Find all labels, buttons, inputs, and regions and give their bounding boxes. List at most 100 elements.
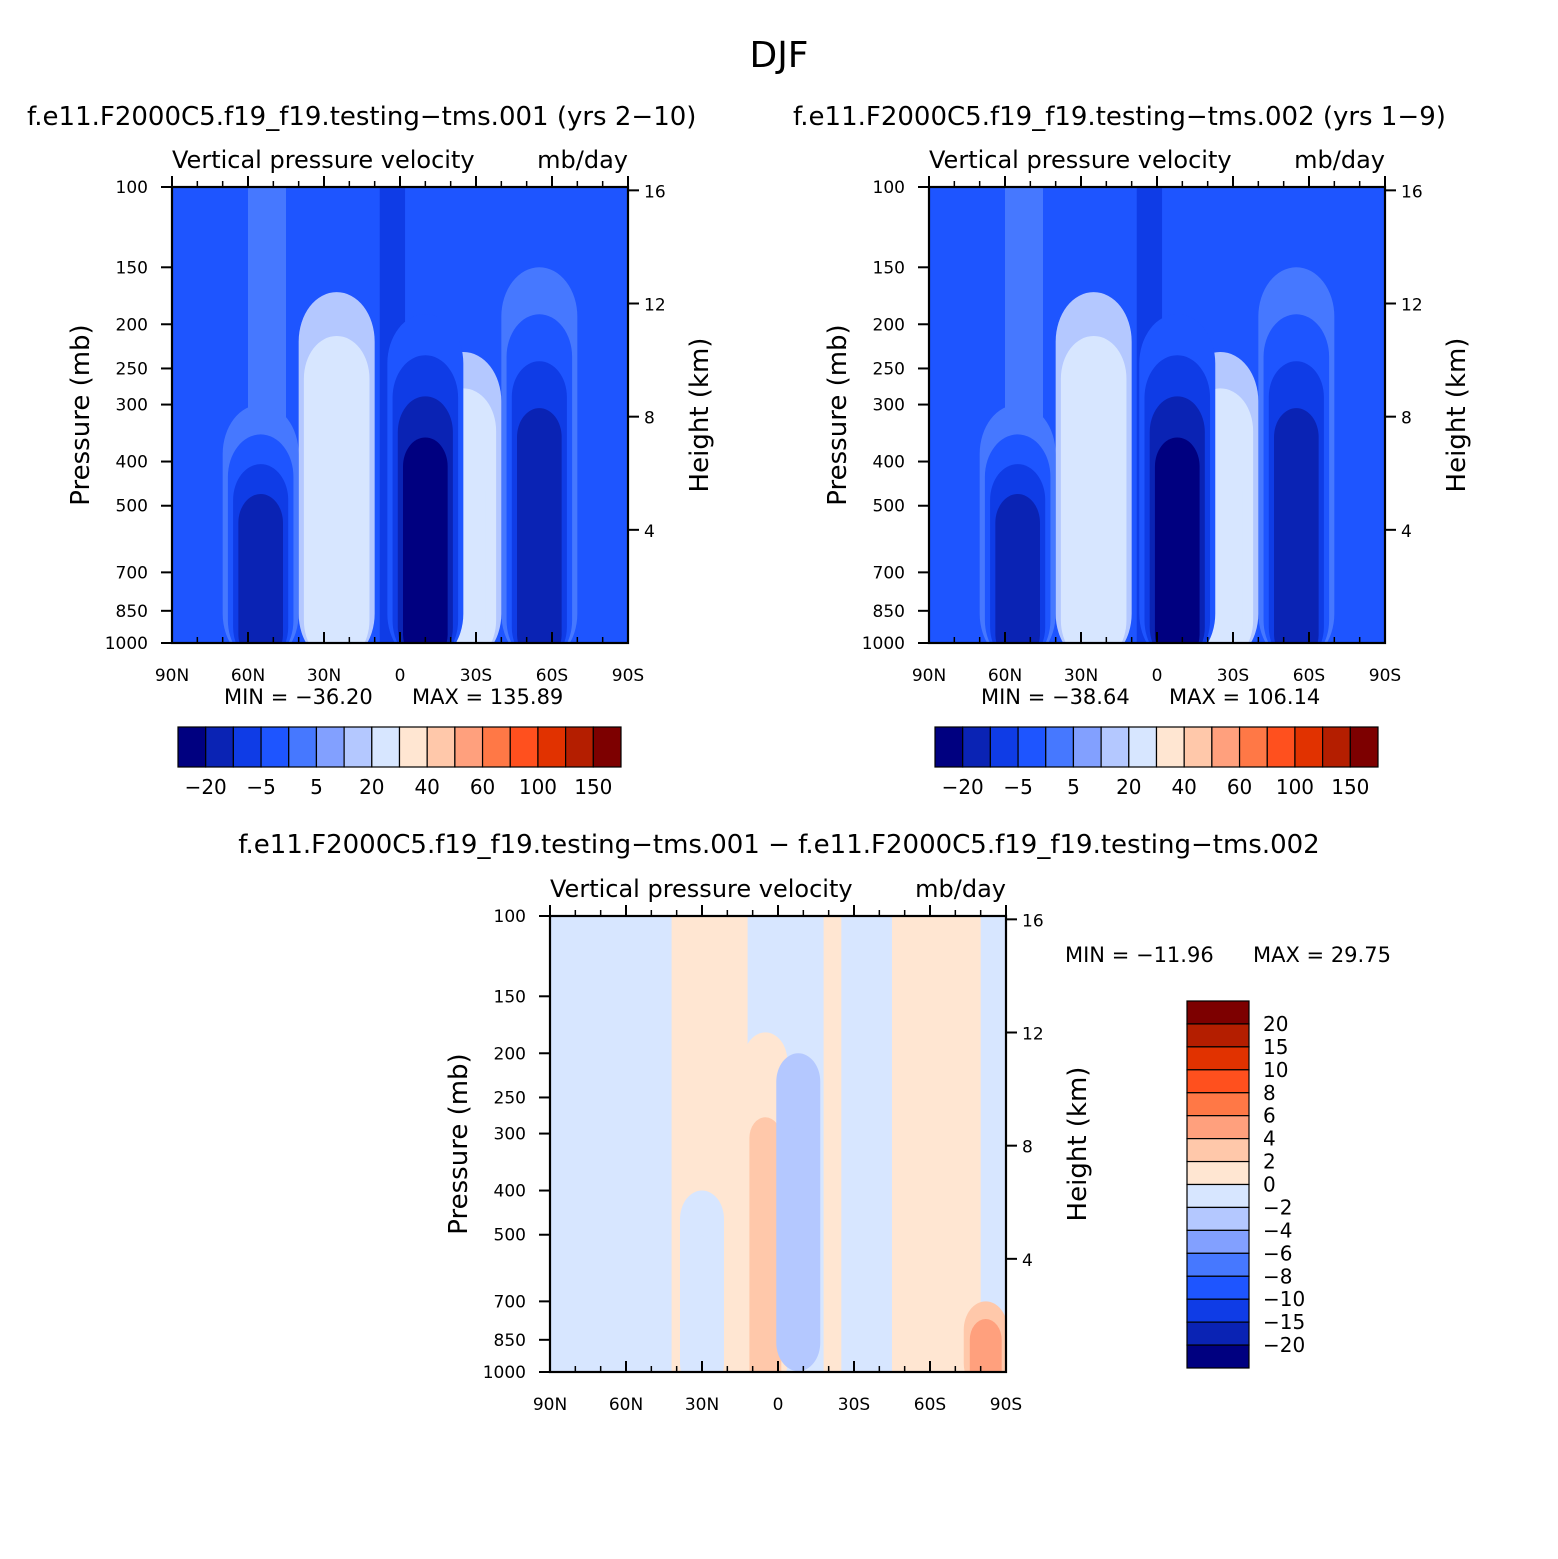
colorbar-label: −2 [1263,1195,1292,1219]
panel1-title: f.e11.F2000C5.f19_f19.testing−tms.001 (y… [27,102,697,132]
y-tick-label: 250 [873,359,905,379]
colorbar-swatch [1266,726,1296,768]
y-tick-label: 500 [873,497,905,517]
panel-1: 90N 60N 30N 0 30S 60S 90S 100 150 200 250 300 400 500… [66,146,715,799]
colorbar-swatch [1186,1321,1250,1346]
colorbar-label: 150 [574,775,612,799]
colorbar-swatch [962,726,991,768]
colorbar-label: −20 [1263,1333,1305,1357]
y-tick-label: 1000 [483,1363,526,1383]
max-label: MAX = 106.14 [1169,685,1320,709]
colorbar-swatch [1186,1115,1250,1140]
colorbar-label: 10 [1263,1058,1288,1082]
colorbar-swatch [1100,726,1130,768]
colorbar-swatch [1186,1160,1250,1186]
y-tick-label: 700 [116,563,148,583]
y-tick-label: 150 [116,258,148,278]
panel-subtitle-left: Vertical pressure velocity [929,146,1232,174]
x-tick-label: 0 [773,1395,784,1415]
colorbar-swatch [1186,1069,1250,1094]
y-right-tick-label: 4 [1022,1251,1033,1271]
y-right-tick-label: 4 [644,522,655,542]
colorbar-label: 2 [1263,1150,1276,1174]
field-cell [517,408,562,643]
colorbar-label: −8 [1263,1264,1292,1288]
colorbar-label: 6 [1263,1104,1276,1128]
colorbar-label: 60 [1227,775,1252,799]
field-cell [782,1127,815,1372]
x-tick-label: 30N [307,666,341,686]
colorbar-swatch [1045,726,1075,768]
x-tick-label: 90N [533,1395,567,1415]
colorbar-label: 60 [470,775,495,799]
colorbar-label: 4 [1263,1127,1276,1151]
y-right-tick-label: 12 [1401,296,1423,316]
colorbar-swatch [288,726,318,768]
y-tick-label: 250 [494,1088,526,1108]
x-tick-label: 30N [685,1395,719,1415]
colorbar-swatch [1186,1183,1250,1209]
colorbar-label: 100 [1276,775,1314,799]
figure-title: DJF [749,35,809,76]
y-tick-label: 850 [494,1331,526,1351]
panel-2: 90N 60N 30N 0 30S 60S 90S 100 150 200 250 300 400 500… [823,146,1472,799]
colorbar-label: 20 [1116,775,1141,799]
x-tick-label: 90S [1369,666,1401,686]
y-tick-label: 150 [873,258,905,278]
field-cell [969,1319,1002,1372]
colorbar-swatch [398,726,428,768]
colorbar-swatch [1186,1229,1250,1254]
colorbar-label: 5 [310,775,323,799]
colorbar: −20 −5 5 20 40 60 100 150 [177,726,622,799]
x-tick-label: 90S [990,1395,1022,1415]
x-tick-label: 30S [838,1395,870,1415]
y-tick-label: 1000 [862,634,905,654]
colorbar-label: 15 [1263,1035,1288,1059]
colorbar-swatch [1186,1298,1250,1323]
colorbar-swatch [1238,726,1268,768]
field-band [892,916,981,1372]
y-right-axis-label: Height (km) [1442,338,1472,493]
y-tick-label: 200 [116,315,148,335]
x-tick-label: 90S [612,666,644,686]
field-cell [403,437,448,643]
colorbar-swatch [1017,726,1047,768]
colorbar-label: −5 [1003,775,1032,799]
y-right-tick-label: 12 [644,296,666,316]
colorbar-swatch [454,726,484,768]
x-tick-label: 30N [1064,666,1098,686]
y-axis-label: Pressure (mb) [444,1053,474,1234]
x-tick-label: 60S [536,666,568,686]
colorbar-swatch [1186,1275,1250,1300]
colorbar-label: 8 [1263,1081,1276,1105]
y-tick-label: 300 [116,396,148,416]
colorbar-label: −4 [1263,1218,1292,1242]
colorbar-label: 0 [1263,1173,1276,1197]
y-tick-label: 150 [494,987,526,1007]
x-tick-label: 0 [1152,666,1163,686]
colorbar-label: 5 [1067,775,1080,799]
y-right-tick-label: 16 [644,182,666,202]
colorbar-swatch [565,726,594,768]
x-tick-label: 60S [1293,666,1325,686]
min-label: MIN = −38.64 [981,685,1130,709]
panel-subtitle-right: mb/day [915,875,1006,903]
colorbar-swatch [1186,1206,1250,1231]
colorbar-label: 100 [519,775,557,799]
colorbar-label: −6 [1263,1241,1292,1265]
field-cell [1274,408,1319,643]
colorbar-swatch [1294,726,1324,768]
field-cell [238,493,283,643]
panel2-title: f.e11.F2000C5.f19_f19.testing−tms.002 (y… [793,102,1446,132]
colorbar-swatch [592,726,622,768]
panel-3: 90N 60N 30N 0 30S 60S 90S100150200250300400500… [444,875,1391,1415]
colorbar-swatch [1186,1092,1250,1117]
y-right-tick-label: 8 [1401,409,1412,429]
y-tick-label: 700 [494,1292,526,1312]
colorbar-label: 40 [1171,775,1196,799]
x-tick-label: 60N [988,666,1022,686]
colorbar-swatch [232,726,262,768]
panel-subtitle-left: Vertical pressure velocity [550,875,853,903]
colorbar-swatch [1186,1000,1250,1025]
y-tick-label: 400 [116,453,148,473]
